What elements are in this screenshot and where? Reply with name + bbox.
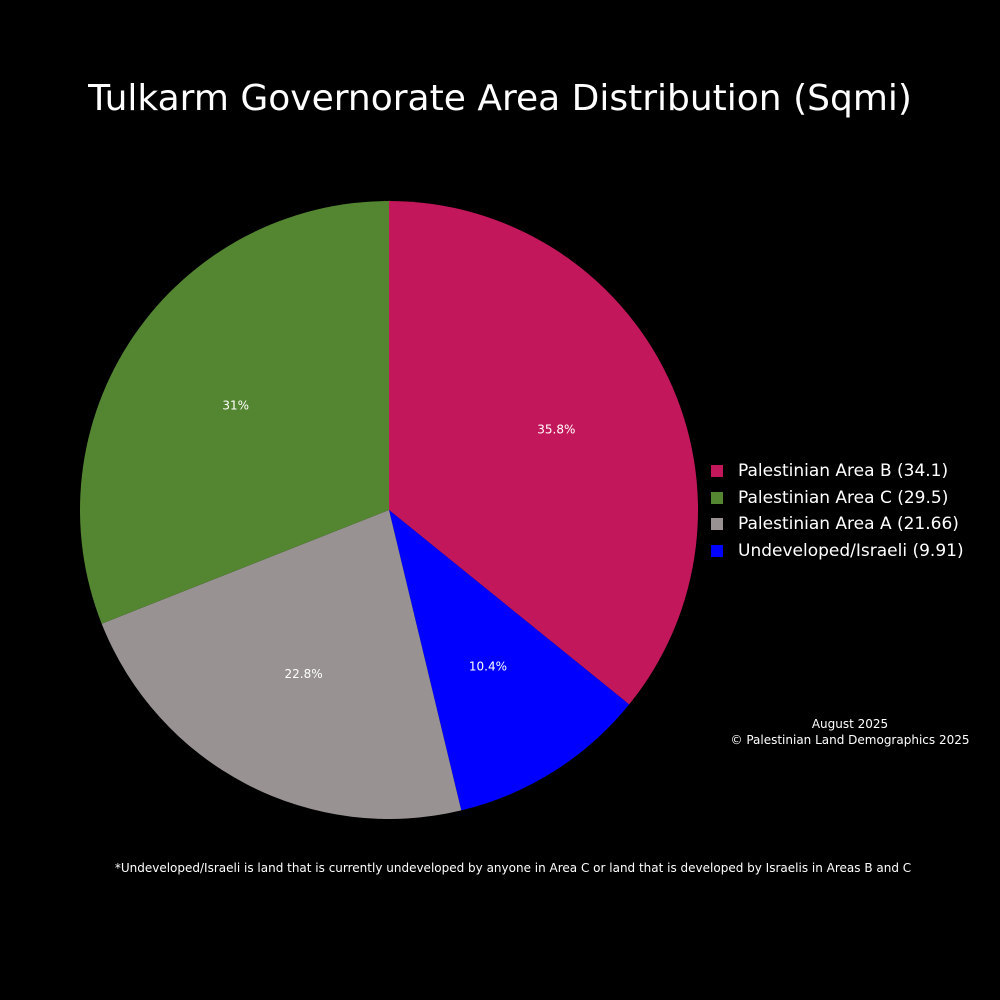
slice-percent-label: 10.4% — [469, 659, 507, 673]
credit-annotation: August 2025 © Palestinian Land Demograph… — [720, 716, 980, 748]
legend-item[interactable]: Palestinian Area A (21.66) — [711, 511, 964, 538]
legend-item[interactable]: Undeveloped/Israeli (9.91) — [711, 538, 964, 565]
slice-percent-label: 31% — [222, 398, 249, 412]
legend: Palestinian Area B (34.1) Palestinian Ar… — [711, 458, 964, 564]
legend-swatch — [711, 518, 723, 531]
legend-swatch — [711, 465, 723, 478]
footnote: *Undeveloped/Israeli is land that is cur… — [114, 861, 912, 875]
pie-slice-palestinian-area-a[interactable] — [101, 510, 462, 819]
pie-labels: 35.8% 10.4% 22.8% 31% — [222, 398, 575, 681]
legend-label: Palestinian Area C (29.5) — [738, 487, 949, 508]
credit-date: August 2025 — [811, 717, 889, 731]
slice-percent-label: 22.8% — [284, 667, 322, 681]
pie-slices — [79, 201, 699, 819]
legend-label: Palestinian Area B (34.1) — [738, 461, 949, 482]
pie-slice-undeveloped-israeli[interactable] — [389, 510, 630, 811]
legend-swatch — [711, 491, 723, 504]
pie-slice-palestinian-area-c[interactable] — [79, 201, 389, 624]
legend-label: Palestinian Area A (21.66) — [738, 514, 959, 535]
chart-title: Tulkarm Governorate Area Distribution (S… — [88, 78, 912, 119]
credit-copyright: © Palestinian Land Demographics 2025 — [730, 733, 970, 747]
legend-item[interactable]: Palestinian Area B (34.1) — [711, 458, 964, 485]
legend-swatch — [711, 544, 723, 557]
pie-slice-palestinian-area-b[interactable] — [389, 201, 699, 705]
slice-percent-label: 35.8% — [537, 423, 575, 437]
legend-label: Undeveloped/Israeli (9.91) — [738, 540, 964, 561]
legend-item[interactable]: Palestinian Area C (29.5) — [711, 485, 964, 512]
